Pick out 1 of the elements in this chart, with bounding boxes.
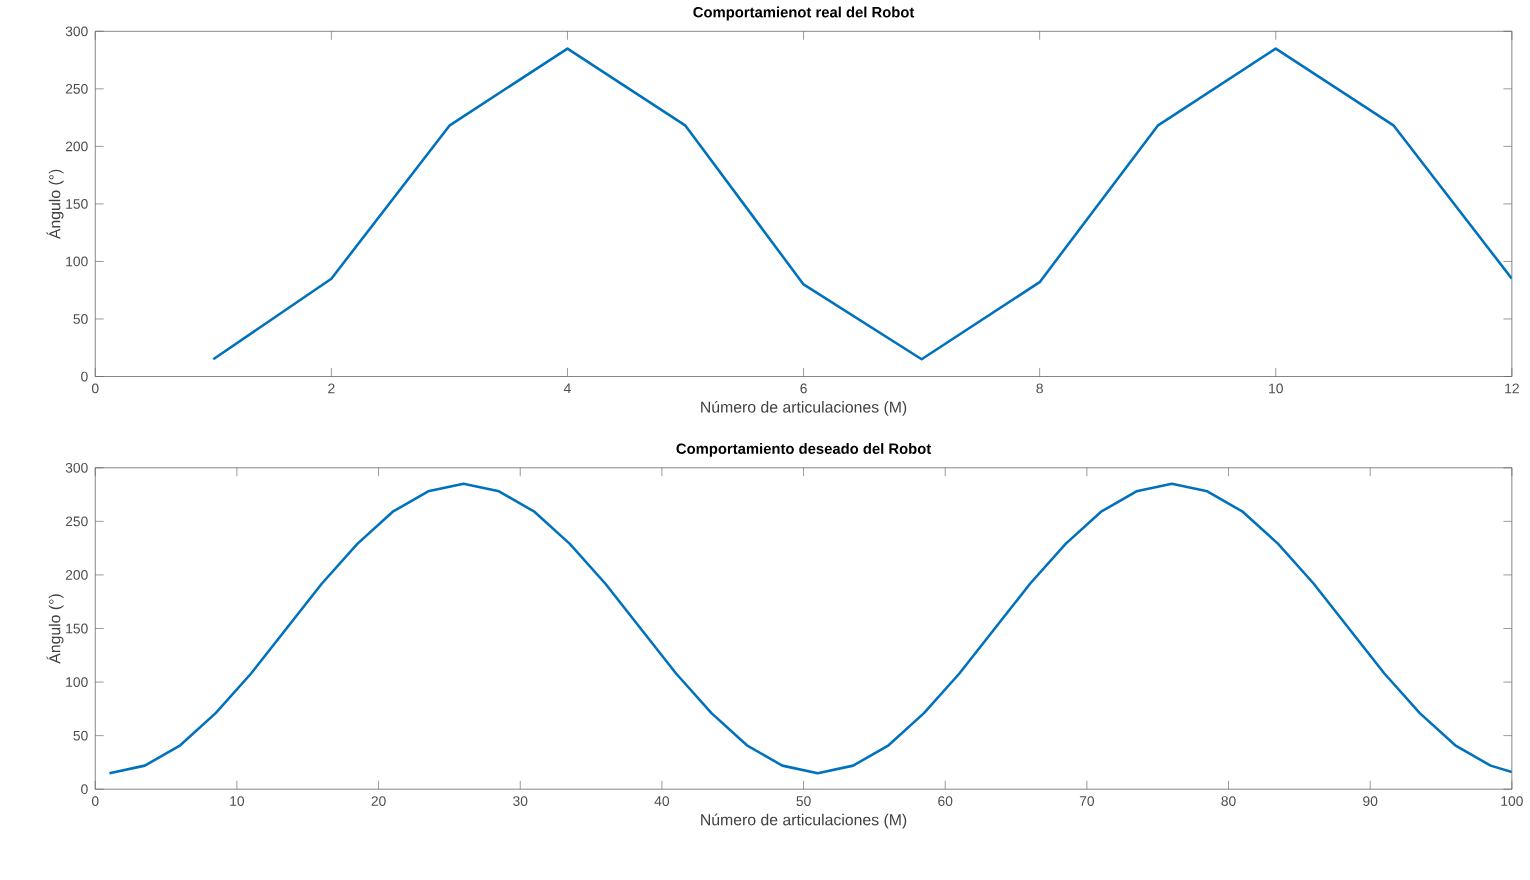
line-series	[212, 47, 1512, 361]
